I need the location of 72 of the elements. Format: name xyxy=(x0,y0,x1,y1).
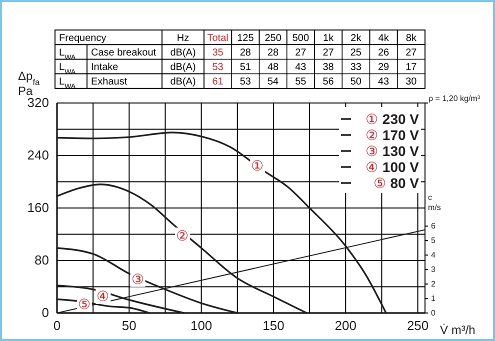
y2-tick-label: 3 xyxy=(431,265,436,274)
data-label: 53 xyxy=(212,62,224,73)
y2-tick-label: 0 xyxy=(431,308,436,318)
data-label: 56 xyxy=(322,76,334,88)
annotation: ② xyxy=(176,228,190,244)
annotation: ③ xyxy=(131,270,144,287)
data-label: 61 xyxy=(212,76,224,88)
y2-tick-label: 1 xyxy=(431,294,436,304)
y-tick-label: 240 xyxy=(27,148,49,163)
x-tick-label: 4k xyxy=(378,32,390,44)
legend-label: ① 230 V xyxy=(366,111,420,127)
x-tick-label: 250 xyxy=(264,32,282,44)
x-axis-title: V̇ m³/h xyxy=(440,323,476,337)
y2-tick-label: dB(A) xyxy=(170,47,196,58)
y2-tick-label: 4 xyxy=(431,250,436,260)
data-label: 29 xyxy=(378,62,390,73)
y2-tick-label: 5 xyxy=(431,236,436,246)
y2-axis-title: c m/s xyxy=(428,193,441,212)
data-label: 43 xyxy=(295,62,307,73)
data-label: 28 xyxy=(240,47,252,58)
y-tick-label: Intake xyxy=(91,62,119,73)
data-label: 35 xyxy=(212,47,224,58)
data-label: 51 xyxy=(240,62,252,73)
y2-tick-label: dB(A) xyxy=(170,76,196,88)
data-label: 27 xyxy=(295,47,307,58)
y-tick-label: Exhaust xyxy=(91,76,128,88)
data-label: 43 xyxy=(378,76,390,88)
x-tick-label: 100 xyxy=(190,318,212,334)
y-tick-label: 80 xyxy=(34,252,49,268)
data-label: 54 xyxy=(268,76,280,88)
legend-label: ⑤ 80 V xyxy=(373,175,420,191)
data-label: 53 xyxy=(240,76,252,88)
data-label: 55 xyxy=(295,76,307,88)
x-tick-label: 1k xyxy=(323,32,335,44)
data-label: 26 xyxy=(378,47,390,58)
legend-label: ② 170 V xyxy=(366,127,420,143)
annotation: ⑤ xyxy=(78,296,91,312)
text: ρ = 1,20 kg/m³ xyxy=(428,94,480,103)
y-tick-label: 160 xyxy=(27,200,49,216)
data-label: 38 xyxy=(322,62,334,73)
data-label: 27 xyxy=(406,47,418,58)
annotation: ④ xyxy=(96,288,110,304)
text: Hz xyxy=(176,32,190,44)
y-tick-label: 0 xyxy=(42,305,49,320)
annotation: ① xyxy=(251,157,264,174)
data-label: 48 xyxy=(268,62,280,73)
legend-label: ④ 100 V xyxy=(366,159,420,175)
y2-tick-label: 6 xyxy=(431,222,436,231)
x-tick-label: 2k xyxy=(350,32,362,44)
x-tick-label: 125 xyxy=(237,32,254,44)
x-tick-label: 150 xyxy=(262,318,284,334)
data-label: 28 xyxy=(268,47,280,58)
y-axis-title: Δp$_{fa}$ Pa xyxy=(18,69,40,98)
y-tick-label: Case breakout xyxy=(91,47,156,58)
y2-tick-label: dB(A) xyxy=(170,62,196,73)
data-label: 30 xyxy=(406,76,418,88)
x-tick-label: 250 xyxy=(406,318,429,334)
x-tick-label: 8k xyxy=(406,32,418,44)
data-label: 50 xyxy=(350,76,362,88)
data-label: 25 xyxy=(350,47,362,58)
legend-label: ③ 130 V xyxy=(366,143,420,159)
text: Frequency xyxy=(59,32,106,44)
x-tick-label: 500 xyxy=(292,32,310,44)
data-label: 17 xyxy=(406,62,418,73)
y2-tick-label: 2 xyxy=(431,280,436,289)
data-label: 33 xyxy=(350,62,362,73)
x-tick-label: 200 xyxy=(334,318,356,334)
x-tick-label: 50 xyxy=(122,318,136,334)
x-tick-label: 0 xyxy=(53,318,61,334)
y-tick-label: 320 xyxy=(27,95,49,110)
data-label: 27 xyxy=(322,47,334,58)
x-tick-label: Total xyxy=(207,32,228,44)
